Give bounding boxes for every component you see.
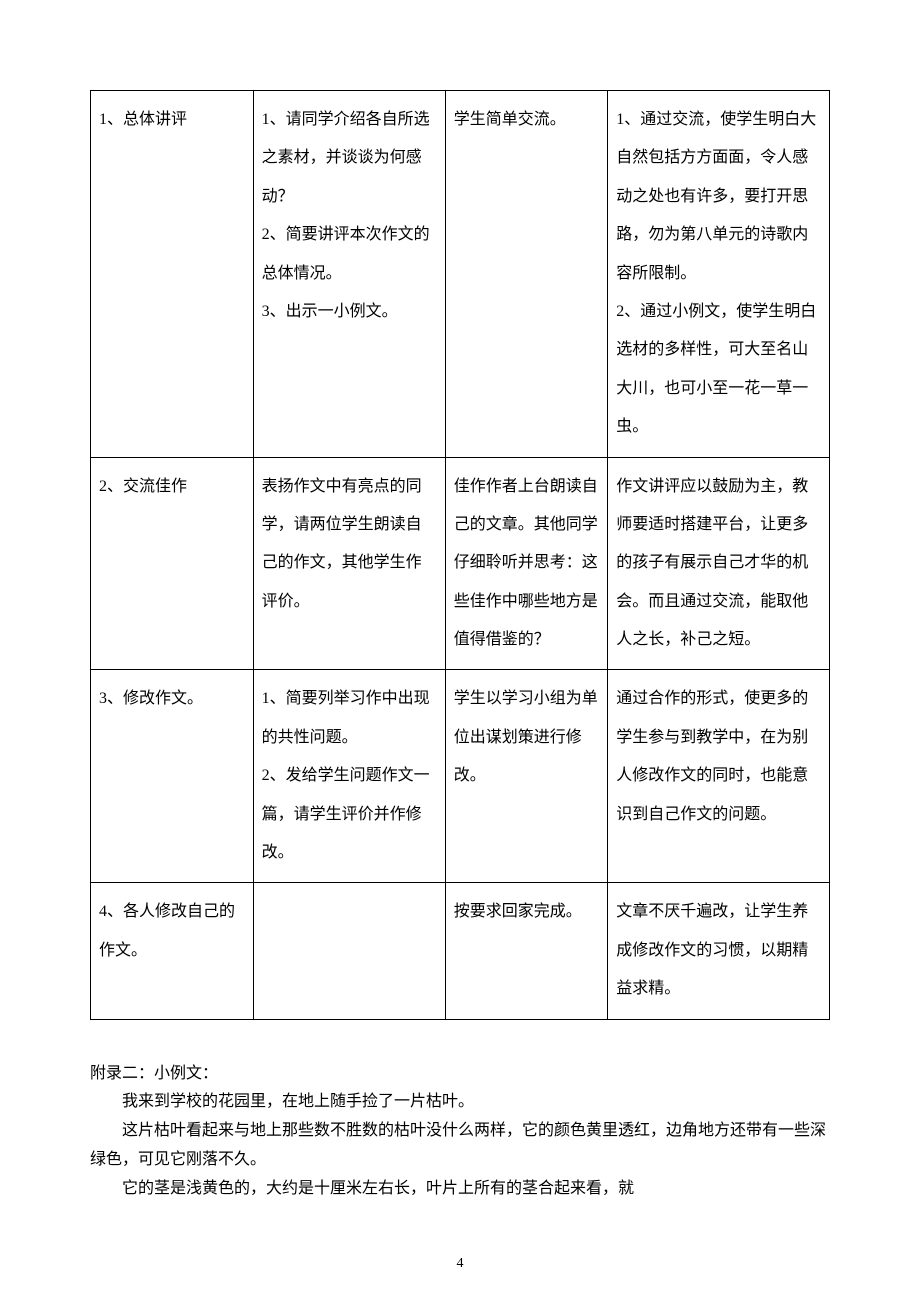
cell-student: 按要求回家完成。	[445, 883, 608, 1019]
appendix-paragraph: 这片枯叶看起来与地上那些数不胜数的枯叶没什么两样，它的颜色黄里透红，边角地方还带…	[90, 1117, 830, 1175]
cell-step: 2、交流佳作	[91, 457, 254, 670]
lesson-plan-table: 1、总体讲评 1、请同学介绍各自所选之素材，并谈谈为何感动？2、简要讲评本次作文…	[90, 90, 830, 1020]
cell-student: 学生简单交流。	[445, 91, 608, 458]
page-number: 4	[0, 1256, 920, 1272]
cell-intent: 作文讲评应以鼓励为主，教师要适时搭建平台，让更多的孩子有展示自己才华的机会。而且…	[608, 457, 830, 670]
cell-step: 1、总体讲评	[91, 91, 254, 458]
document-page: 1、总体讲评 1、请同学介绍各自所选之素材，并谈谈为何感动？2、简要讲评本次作文…	[0, 0, 920, 1302]
cell-intent: 文章不厌千遍改，让学生养成修改作文的习惯，以期精益求精。	[608, 883, 830, 1019]
cell-teacher	[253, 883, 445, 1019]
appendix-paragraph: 它的茎是浅黄色的，大约是十厘米左右长，叶片上所有的茎合起来看，就	[90, 1175, 830, 1204]
cell-student: 佳作作者上台朗读自己的文章。其他同学仔细聆听并思考：这些佳作中哪些地方是值得借鉴…	[445, 457, 608, 670]
cell-step: 3、修改作文。	[91, 670, 254, 883]
table-row: 4、各人修改自己的作文。 按要求回家完成。 文章不厌千遍改，让学生养成修改作文的…	[91, 883, 830, 1019]
cell-teacher: 1、请同学介绍各自所选之素材，并谈谈为何感动？2、简要讲评本次作文的总体情况。3…	[253, 91, 445, 458]
table-row: 3、修改作文。 1、简要列举习作中出现的共性问题。2、发给学生问题作文一篇，请学…	[91, 670, 830, 883]
table-row: 2、交流佳作 表扬作文中有亮点的同学，请两位学生朗读自己的作文，其他学生作评价。…	[91, 457, 830, 670]
cell-intent: 通过合作的形式，使更多的学生参与到教学中，在为别人修改作文的同时，也能意识到自己…	[608, 670, 830, 883]
appendix-title: 附录二：小例文：	[90, 1060, 830, 1089]
cell-teacher: 表扬作文中有亮点的同学，请两位学生朗读自己的作文，其他学生作评价。	[253, 457, 445, 670]
cell-student: 学生以学习小组为单位出谋划策进行修改。	[445, 670, 608, 883]
cell-intent: 1、通过交流，使学生明白大自然包括方方面面，令人感动之处也有许多，要打开思路，勿…	[608, 91, 830, 458]
appendix-section: 附录二：小例文： 我来到学校的花园里，在地上随手捡了一片枯叶。 这片枯叶看起来与…	[90, 1060, 830, 1204]
cell-step: 4、各人修改自己的作文。	[91, 883, 254, 1019]
table-row: 1、总体讲评 1、请同学介绍各自所选之素材，并谈谈为何感动？2、简要讲评本次作文…	[91, 91, 830, 458]
cell-teacher: 1、简要列举习作中出现的共性问题。2、发给学生问题作文一篇，请学生评价并作修改。	[253, 670, 445, 883]
appendix-paragraph: 我来到学校的花园里，在地上随手捡了一片枯叶。	[90, 1088, 830, 1117]
